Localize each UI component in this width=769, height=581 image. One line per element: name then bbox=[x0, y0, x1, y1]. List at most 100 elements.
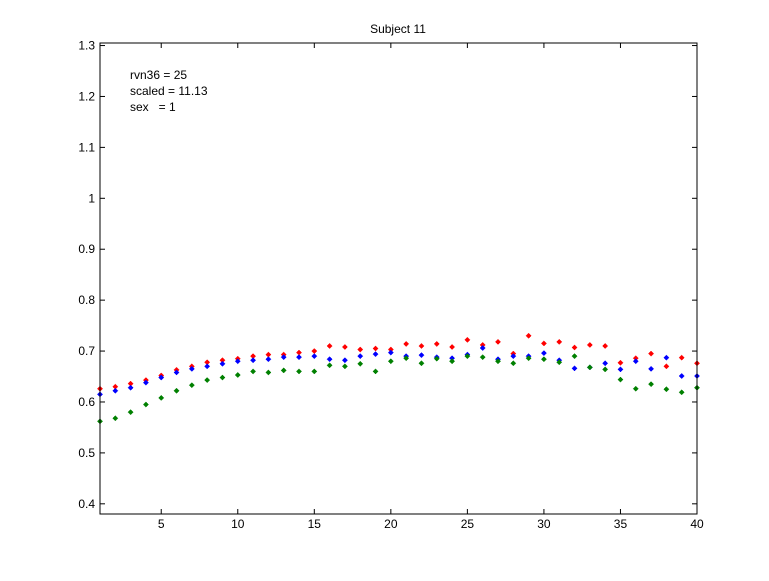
data-point bbox=[341, 363, 348, 370]
data-point bbox=[173, 387, 180, 394]
annotation-rvn36: rvn36 = 25 bbox=[130, 68, 187, 82]
data-point bbox=[204, 377, 211, 384]
annotation-sex: sex = 1 bbox=[130, 100, 176, 114]
data-point bbox=[326, 362, 333, 369]
data-point bbox=[632, 358, 639, 365]
data-point bbox=[296, 354, 302, 361]
x-tick-label: 5 bbox=[158, 517, 165, 531]
data-point bbox=[357, 346, 364, 353]
data-point bbox=[372, 345, 379, 352]
data-point bbox=[586, 364, 593, 371]
data-point bbox=[449, 358, 456, 365]
data-point bbox=[464, 336, 471, 343]
x-tick-label: 15 bbox=[308, 517, 322, 531]
data-point bbox=[479, 345, 486, 351]
y-tick-label: 0.9 bbox=[78, 242, 95, 256]
data-point bbox=[326, 343, 333, 349]
data-point bbox=[495, 338, 501, 345]
data-point bbox=[540, 356, 547, 363]
data-point bbox=[556, 338, 563, 345]
axis-ticks: 5 10 15 20 25 30 35 40 0.4 0.5 0.6 0.7 0.8 0.9 1 1.1 1.2… bbox=[78, 39, 704, 531]
data-point bbox=[403, 340, 410, 347]
data-point bbox=[433, 355, 440, 362]
y-tick-label: 1.2 bbox=[78, 89, 95, 103]
x-tick-label: 30 bbox=[537, 517, 551, 531]
annotation-scaled: scaled = 11.13 bbox=[130, 84, 208, 98]
data-point bbox=[663, 386, 670, 393]
data-point bbox=[418, 360, 425, 367]
data-point bbox=[296, 368, 302, 375]
data-point bbox=[648, 381, 655, 388]
data-point bbox=[188, 365, 195, 372]
data-point bbox=[540, 340, 547, 347]
x-tick-label: 10 bbox=[231, 517, 245, 531]
data-point bbox=[632, 385, 639, 392]
data-point bbox=[341, 344, 348, 350]
data-point bbox=[112, 387, 119, 394]
y-tick-label: 1 bbox=[88, 191, 95, 205]
chart-title: Subject 11 bbox=[370, 22, 426, 36]
series-2-points bbox=[97, 353, 700, 425]
data-point bbox=[510, 353, 517, 360]
data-point bbox=[556, 359, 563, 366]
data-point bbox=[663, 354, 670, 361]
data-point bbox=[663, 363, 670, 370]
y-tick-label: 0.8 bbox=[78, 293, 95, 307]
plot-frame bbox=[99, 42, 698, 515]
data-point bbox=[250, 368, 257, 375]
data-point bbox=[571, 344, 578, 351]
data-point bbox=[372, 368, 379, 375]
data-point bbox=[571, 353, 578, 360]
plot-area bbox=[100, 43, 697, 514]
y-tick-label: 0.6 bbox=[78, 395, 95, 409]
data-point bbox=[449, 344, 456, 350]
data-point bbox=[112, 415, 119, 422]
data-point bbox=[525, 355, 532, 362]
data-point bbox=[372, 351, 379, 358]
data-point bbox=[219, 374, 226, 381]
data-point bbox=[326, 356, 333, 363]
data-point bbox=[403, 355, 410, 362]
data-point bbox=[602, 343, 609, 349]
data-point bbox=[648, 365, 655, 372]
data-points bbox=[97, 332, 700, 425]
data-point bbox=[602, 366, 609, 373]
data-point bbox=[341, 357, 348, 364]
data-point bbox=[418, 343, 425, 349]
data-point bbox=[234, 358, 241, 365]
data-point bbox=[571, 365, 578, 372]
y-tick-label: 1.1 bbox=[78, 140, 95, 154]
data-point bbox=[357, 353, 364, 360]
data-point bbox=[158, 374, 165, 381]
data-point bbox=[479, 354, 486, 361]
data-point bbox=[250, 357, 257, 364]
series-1-points bbox=[97, 345, 700, 398]
data-point bbox=[678, 354, 685, 361]
data-point bbox=[173, 369, 180, 376]
y-tick-label: 0.4 bbox=[78, 497, 95, 511]
data-point bbox=[602, 360, 609, 367]
data-point bbox=[188, 382, 195, 389]
data-point bbox=[142, 379, 149, 386]
y-tick-label: 1.3 bbox=[78, 39, 95, 53]
data-point bbox=[265, 356, 272, 363]
data-point bbox=[265, 369, 272, 376]
x-tick-label: 40 bbox=[690, 517, 704, 531]
data-point bbox=[648, 350, 655, 357]
data-point bbox=[158, 394, 165, 401]
y-tick-label: 0.5 bbox=[78, 446, 95, 460]
data-point bbox=[280, 354, 287, 361]
data-point bbox=[311, 353, 318, 360]
data-point bbox=[678, 373, 685, 379]
data-point bbox=[142, 401, 149, 408]
data-point bbox=[234, 372, 241, 378]
data-point bbox=[464, 353, 471, 360]
data-point bbox=[127, 409, 134, 416]
x-tick-label: 20 bbox=[384, 517, 398, 531]
data-point bbox=[678, 389, 685, 396]
data-point bbox=[219, 360, 226, 367]
data-point bbox=[387, 358, 394, 365]
data-point bbox=[311, 368, 318, 375]
